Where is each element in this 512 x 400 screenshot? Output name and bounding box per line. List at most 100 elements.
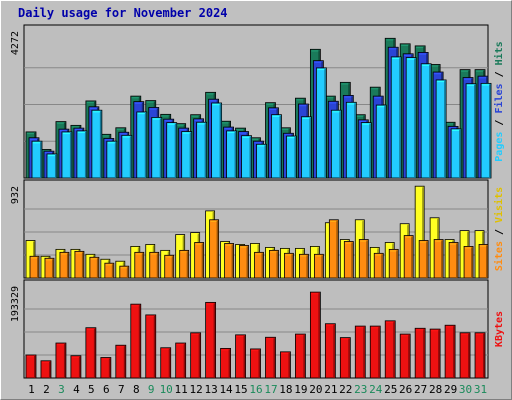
bar-sites-day-29: [448, 242, 459, 279]
bar-hits-day-6-highlight: [101, 135, 109, 137]
bar-sites-day-7-shade: [126, 267, 129, 278]
bar-kbytes-day-14: [220, 348, 231, 379]
bar-hits-day-5-highlight: [86, 101, 94, 104]
bar-visits-day-12-highlight: [191, 233, 198, 235]
bar-sites-day-4-shade: [81, 252, 84, 278]
bar-pages-day-20-highlight: [317, 68, 325, 71]
day-label-31: 31: [474, 383, 487, 396]
bar-hits-day-7-highlight: [116, 128, 124, 130]
day-label-21: 21: [324, 383, 337, 396]
bar-sites-day-20-highlight: [315, 255, 322, 257]
bar-sites-day-16-shade: [261, 253, 264, 278]
bar-visits-day-31-highlight: [476, 231, 483, 233]
bar-hits-day-23-highlight: [356, 115, 364, 117]
bar-files-day-13-highlight: [209, 100, 217, 102]
bar-pages-day-9-shade: [159, 118, 162, 178]
day-label-28: 28: [429, 383, 442, 396]
bar-sites-day-9: [149, 251, 160, 279]
bar-pages-day-7-shade: [129, 136, 132, 178]
bar-kbytes-day-31-highlight: [476, 333, 484, 335]
day-label-8: 8: [133, 383, 140, 396]
bar-kbytes-day-13-shade: [213, 303, 216, 378]
bar-pages-day-4-highlight: [77, 131, 85, 134]
bar-pages-day-13-highlight: [212, 103, 220, 106]
bar-visits-day-30-highlight: [461, 231, 468, 233]
bar-hits-day-19-highlight: [296, 99, 304, 101]
bar-kbytes-day-15-highlight: [236, 335, 244, 338]
bar-files-day-11-highlight: [179, 129, 187, 131]
bar-pages-day-24-shade: [384, 106, 386, 178]
bar-sites-day-13-shade: [216, 220, 219, 278]
bar-hits-day-18-highlight: [281, 128, 289, 130]
bar-kbytes-day-7-highlight: [116, 346, 124, 348]
bar-kbytes-day-26-shade: [408, 335, 410, 378]
bar-kbytes-day-21-highlight: [326, 324, 334, 326]
bar-sites-day-16-highlight: [255, 253, 262, 255]
bar-sites-day-10-highlight: [165, 256, 172, 258]
bar-visits-day-24-highlight: [371, 248, 378, 250]
bar-files-day-17-highlight: [269, 108, 277, 111]
bar-files-day-12-highlight: [194, 119, 202, 122]
day-label-13: 13: [204, 383, 217, 396]
bar-kbytes-day-12-highlight: [191, 333, 199, 336]
bar-sites-day-31-highlight: [480, 245, 487, 247]
bar-sites-day-14-highlight: [225, 244, 232, 246]
bar-kbytes-day-10: [160, 347, 172, 379]
bar-sites-day-14-shade: [231, 244, 234, 278]
bar-pages-day-31-highlight: [482, 84, 490, 86]
bar-files-day-23-highlight: [359, 120, 367, 123]
bar-pages-day-10: [166, 122, 178, 179]
bar-hits-day-11-highlight: [176, 124, 184, 126]
day-label-27: 27: [414, 383, 427, 396]
bar-kbytes-day-25-highlight: [386, 321, 394, 324]
bar-hits-day-8-highlight: [131, 97, 139, 99]
bar-sites-day-9-highlight: [150, 253, 157, 255]
bar-sites-day-6: [104, 262, 115, 279]
bar-sites-day-23: [358, 239, 369, 279]
bar-pages-day-8-shade: [144, 112, 147, 178]
max-label-visits-sites: 932: [10, 186, 21, 204]
bar-files-day-3-highlight: [59, 130, 67, 132]
bar-kbytes-day-14-shade: [228, 349, 231, 378]
bar-visits-day-8-highlight: [131, 247, 138, 249]
bar-pages-day-17: [271, 114, 282, 179]
bar-kbytes-day-20-highlight: [311, 293, 319, 295]
bar-sites-day-13-highlight: [210, 220, 217, 222]
bar-pages-day-6: [106, 140, 118, 179]
bar-kbytes-day-28-shade: [438, 330, 440, 378]
bar-files-day-16-highlight: [254, 142, 262, 144]
bar-kbytes-day-27: [414, 327, 426, 379]
bar-sites-day-19-highlight: [300, 255, 307, 257]
bar-hits-day-14-highlight: [221, 122, 229, 124]
bar-files-day-8-highlight: [134, 102, 142, 104]
day-label-30: 30: [459, 383, 472, 396]
bar-pages-day-19-shade: [309, 117, 311, 178]
bar-kbytes-day-6-highlight: [101, 358, 109, 360]
bar-visits-day-13-highlight: [206, 211, 213, 214]
axis-title-kbytes: KBytes: [494, 311, 505, 347]
day-label-16: 16: [249, 383, 262, 396]
bar-kbytes-day-22-shade: [348, 338, 350, 378]
bar-sites-day-31-shade: [486, 245, 488, 278]
bar-sites-day-27: [418, 240, 429, 279]
bar-sites-day-17-highlight: [270, 251, 277, 253]
bar-pages-day-27-shade: [429, 64, 431, 178]
bar-kbytes-day-23-highlight: [356, 327, 364, 329]
bar-pages-day-17-shade: [279, 115, 281, 178]
bar-kbytes-day-13: [205, 301, 217, 379]
bar-pages-day-24: [375, 104, 387, 179]
bar-kbytes-day-9-highlight: [146, 315, 154, 318]
bar-kbytes-day-6: [100, 357, 112, 379]
axis-title-visits: Visits: [493, 187, 505, 223]
bar-hits-day-29-highlight: [446, 123, 454, 125]
bar-sites-day-11-highlight: [180, 251, 187, 253]
bar-sites-day-20: [313, 253, 324, 279]
bar-kbytes-day-6-shade: [108, 358, 111, 378]
bar-pages-day-9: [151, 117, 163, 179]
axis-title-separator: /: [494, 65, 505, 83]
bar-sites-day-25: [388, 248, 399, 279]
bar-visits-day-9-highlight: [146, 245, 153, 247]
bar-pages-day-16: [256, 143, 267, 179]
bar-kbytes-day-16: [250, 348, 261, 379]
bar-pages-day-28-shade: [444, 80, 446, 178]
